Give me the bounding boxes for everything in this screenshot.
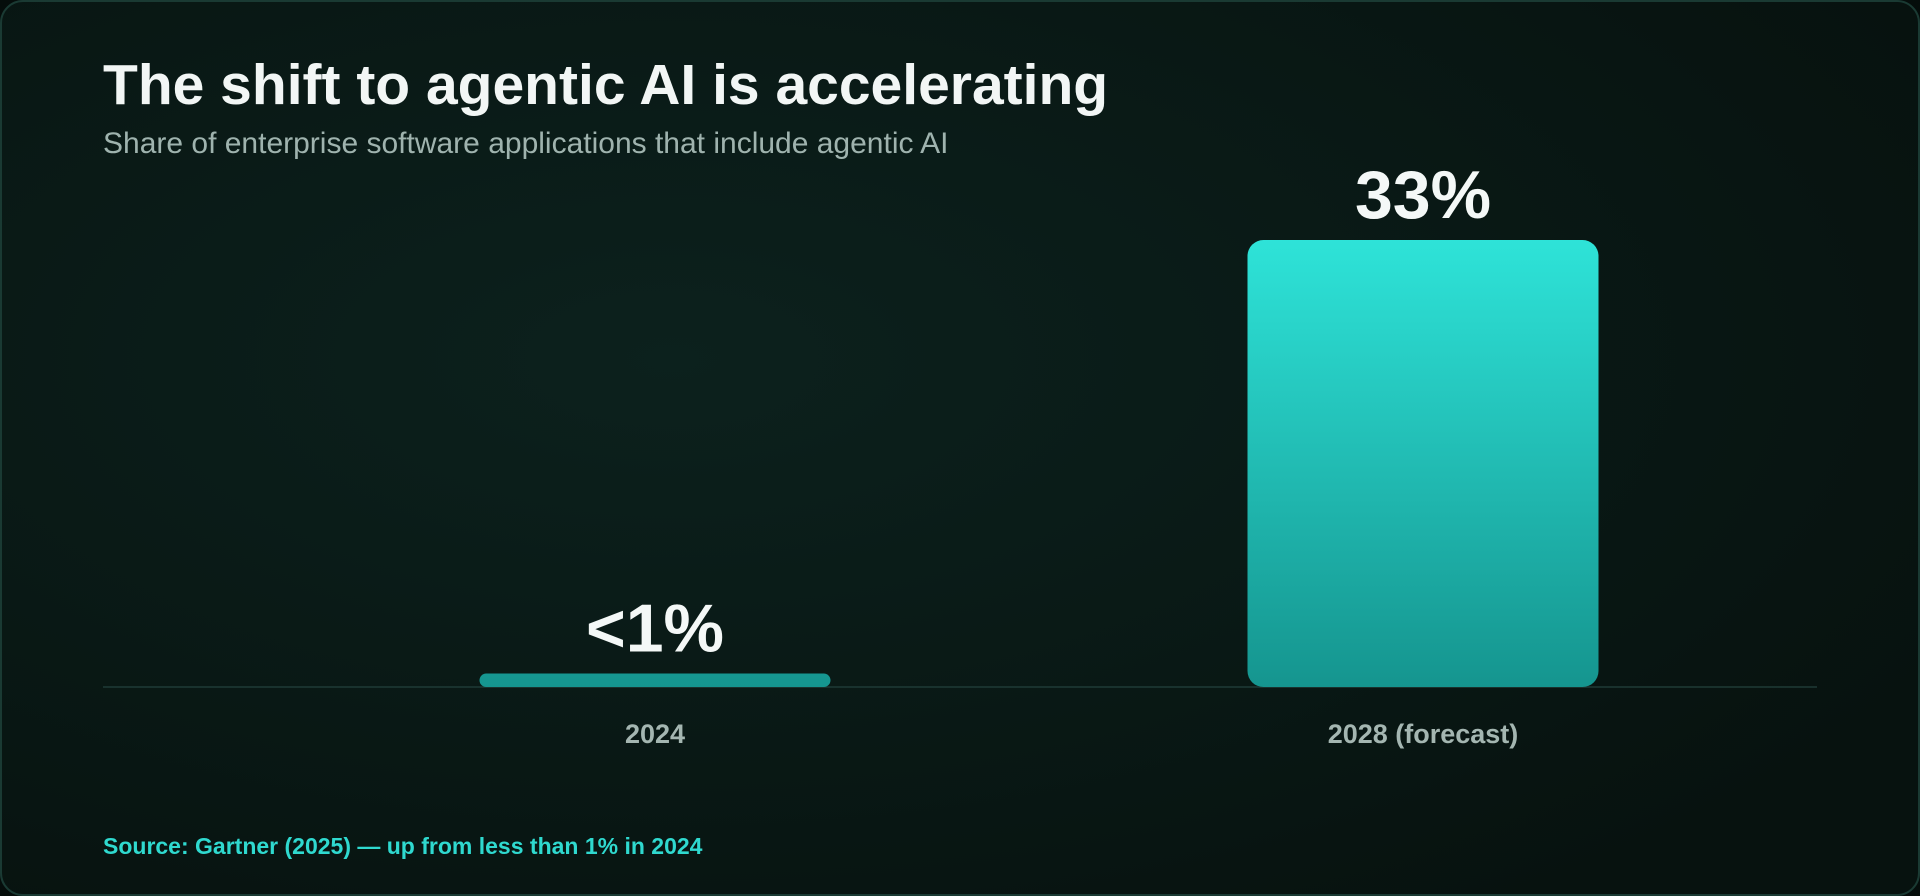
x-tick-label: 2028 (forecast): [1328, 719, 1519, 749]
chart-subtitle: Share of enterprise software application…: [103, 127, 949, 160]
chart-title: The shift to agentic AI is accelerating: [103, 53, 1108, 117]
value-label: 33%: [1355, 157, 1491, 233]
bar: [1247, 240, 1599, 687]
value-label: <1%: [586, 590, 724, 666]
source-note: Source: Gartner (2025) — up from less th…: [103, 833, 703, 859]
x-tick-label: 2024: [625, 719, 685, 749]
bar: [479, 673, 831, 687]
